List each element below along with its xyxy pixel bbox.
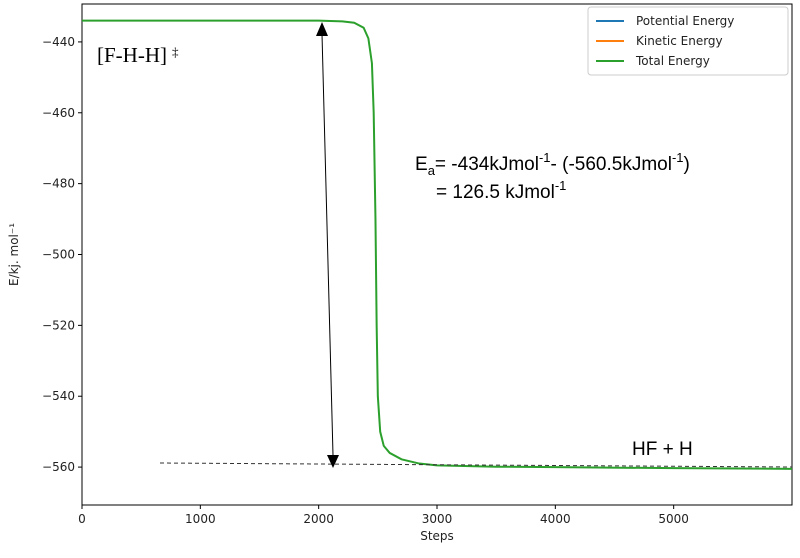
series-line [82,19,793,470]
ea-part: = -434kJmol [435,154,539,175]
ea-part: = 126.5 kJmol [436,182,555,203]
ea-part: ) [684,154,690,175]
y-tick-label: −460 [42,106,75,120]
y-tick-label: −500 [42,248,75,262]
baseline-dash [159,462,793,468]
x-axis-label: Steps [420,529,454,543]
state-text: [F-H-H] [97,43,167,67]
plot-frame [81,3,793,506]
y-tick-label: −560 [42,460,75,474]
legend-label: Total Energy [635,54,710,68]
ea-part: -1 [555,178,567,193]
x-tick-label: 1000 [185,512,216,526]
arrow-head-bottom [327,455,339,468]
y-tick-label: −540 [42,389,75,403]
x-tick-label: 0 [78,512,86,526]
legend-label: Kinetic Energy [636,34,723,48]
ea-part: -1 [539,150,551,165]
ea-part: a [428,163,436,178]
ea-line-1: Ea= -434kJmol-1- (-560.5kJmol-1) [415,150,690,178]
x-tick-label: 3000 [422,512,453,526]
y-tick-label: −520 [42,318,75,332]
x-tick-label: 2000 [303,512,334,526]
ea-part: -1 [672,150,684,165]
ea-line-2: = 126.5 kJmol-1 [436,178,566,203]
state-label: [F-H-H] ‡ [97,43,179,67]
y-tick-label: −480 [42,177,75,191]
products-label: HF + H [632,439,693,460]
arrow-head-top [316,22,328,36]
arrow-shaft [321,33,334,456]
x-tick-label: 4000 [540,512,571,526]
state-mark: ‡ [172,44,179,59]
y-axis-label: E/kj. mol⁻¹ [7,223,21,286]
y-tick-label: −440 [42,35,75,49]
legend-label: Potential Energy [636,14,734,28]
ea-part: E [415,154,428,175]
legend-box [587,6,789,76]
ea-part: - (-560.5kJmol [551,154,672,175]
x-tick-label: 5000 [658,512,689,526]
